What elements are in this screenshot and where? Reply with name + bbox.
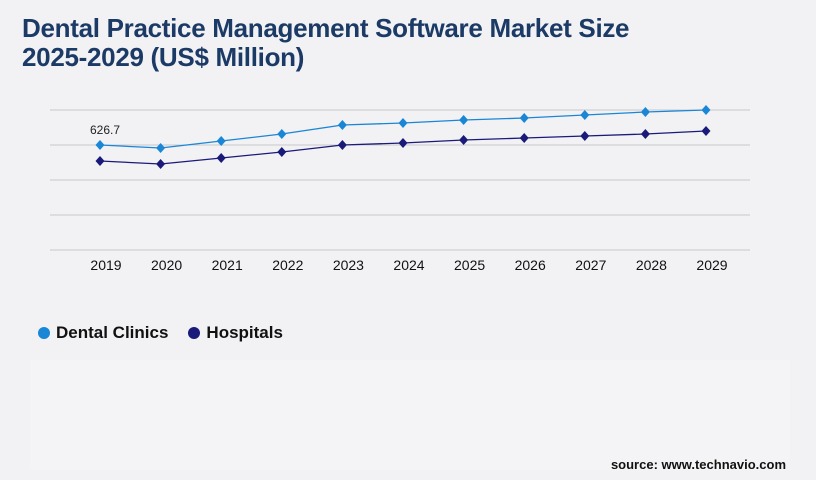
data-point	[156, 143, 166, 154]
legend-label: Hospitals	[206, 323, 283, 342]
x-tick-label: 2022	[272, 257, 303, 273]
x-tick-label: 2025	[454, 257, 485, 273]
x-tick-label: 2024	[393, 257, 424, 273]
data-point	[216, 136, 226, 147]
data-point	[398, 117, 408, 128]
data-point	[337, 120, 347, 131]
legend-item-dental-clinics[interactable]: Dental Clinics	[38, 323, 168, 343]
data-point	[519, 113, 529, 124]
x-tick-label: 2023	[333, 257, 364, 273]
lower-panel	[30, 360, 790, 470]
data-point	[519, 133, 529, 144]
data-point	[216, 153, 226, 164]
x-tick-label: 2029	[696, 257, 727, 273]
chart-title: Dental Practice Management Software Mark…	[22, 13, 630, 72]
title-line-1: Dental Practice Management Software Mark…	[22, 13, 630, 43]
data-point	[277, 129, 287, 140]
x-tick-label: 2026	[515, 257, 546, 273]
legend-marker-icon	[188, 327, 201, 339]
legend-marker-icon	[38, 327, 50, 339]
data-point	[337, 140, 347, 151]
data-point	[95, 140, 105, 151]
data-point	[398, 138, 408, 149]
data-label: 626.7	[90, 123, 120, 137]
data-point	[459, 135, 469, 146]
data-point	[701, 126, 711, 137]
data-point	[580, 130, 590, 141]
x-tick-label: 2027	[575, 257, 606, 273]
data-point	[277, 146, 287, 157]
legend-item-hospitals[interactable]: Hospitals	[188, 323, 283, 343]
data-point	[640, 129, 650, 140]
data-point	[580, 110, 590, 121]
data-point	[95, 156, 105, 167]
x-tick-label: 2020	[151, 257, 182, 273]
legend-label: Dental Clinics	[56, 323, 169, 342]
title-line-2: 2025-2029 (US$ Million)	[22, 42, 305, 72]
data-point	[640, 107, 650, 118]
legend: Dental Clinics Hospitals	[38, 323, 283, 343]
source-text: source: www.technavio.com	[610, 457, 786, 472]
data-point	[459, 115, 469, 126]
x-tick-label: 2021	[212, 257, 243, 273]
x-tick-label: 2028	[636, 257, 667, 273]
data-point	[701, 105, 711, 115]
x-tick-label: 2019	[90, 257, 121, 273]
data-point	[156, 159, 166, 170]
